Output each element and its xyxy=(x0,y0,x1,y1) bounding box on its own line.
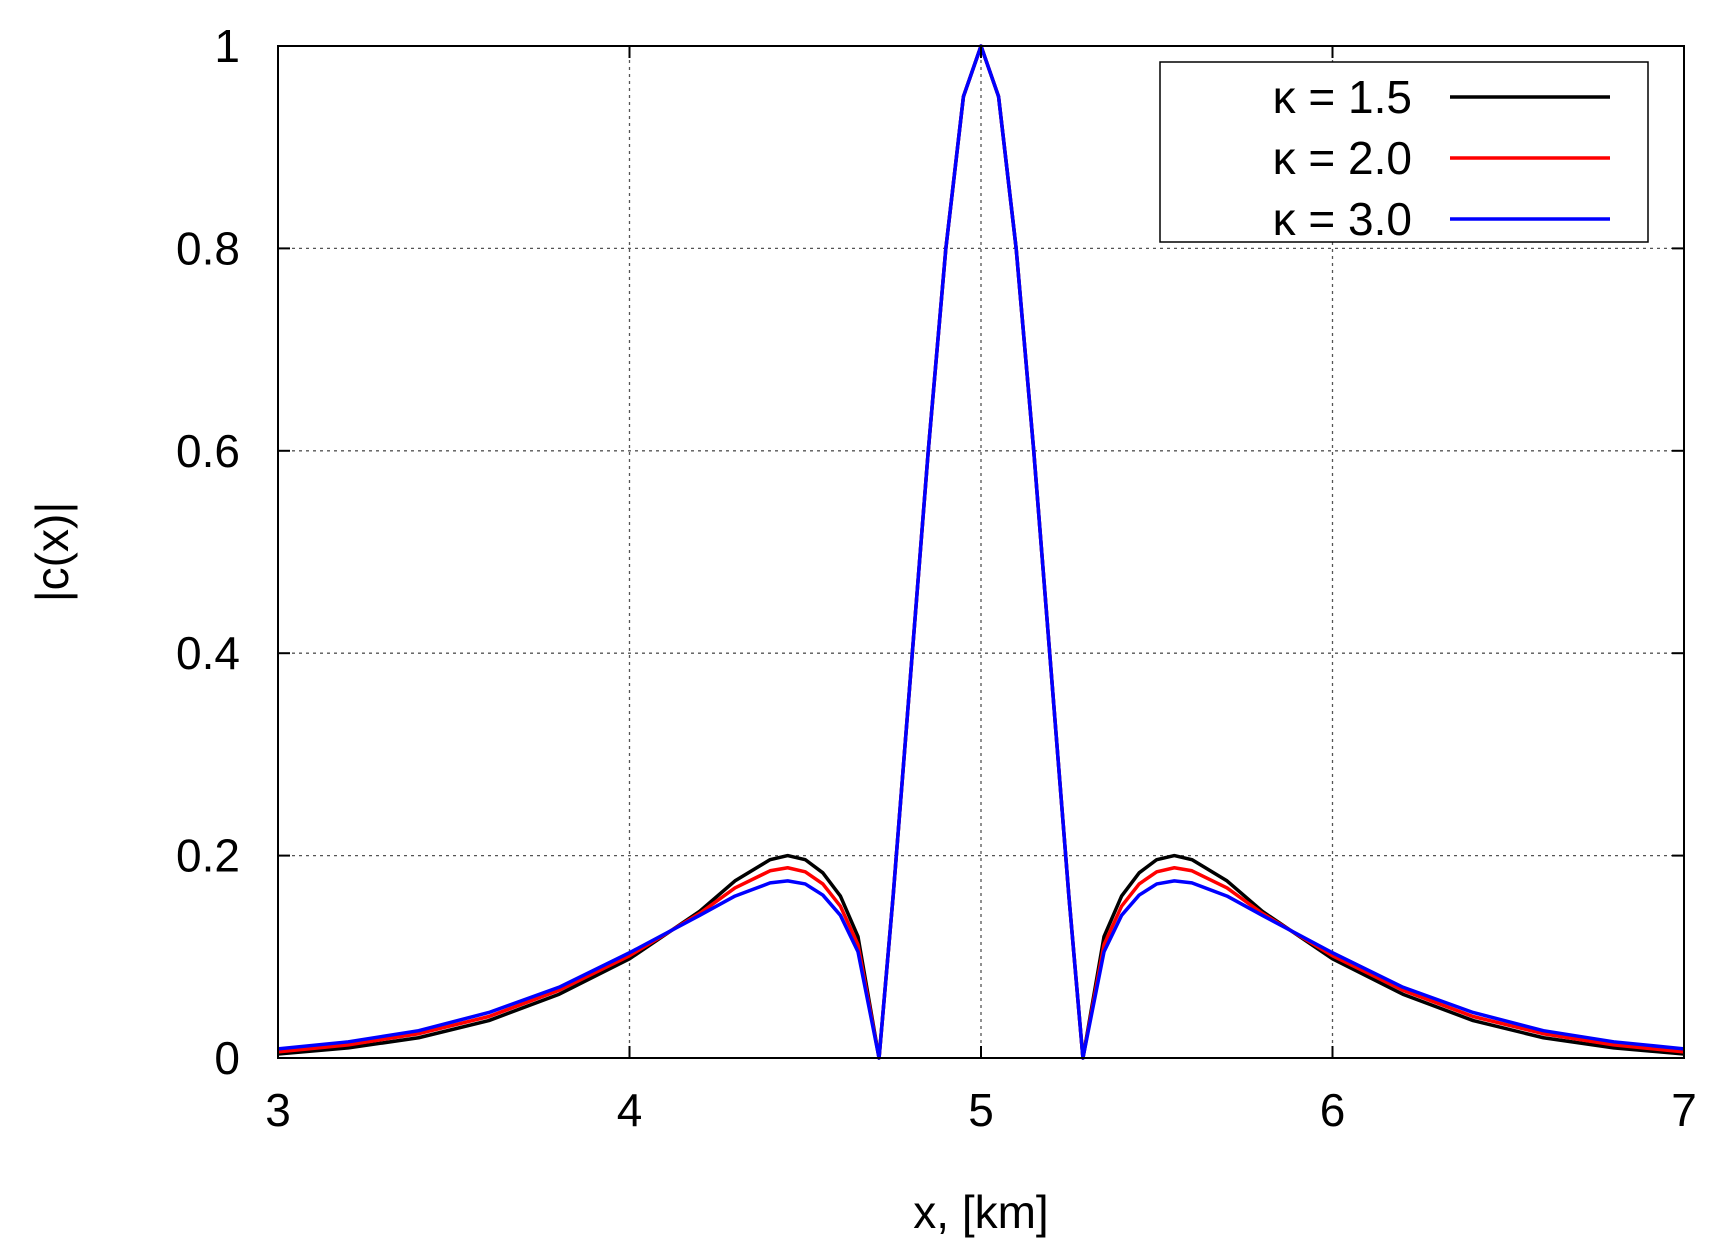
grid xyxy=(278,46,1684,1058)
x-tick-label: 4 xyxy=(617,1084,643,1136)
y-tick-label: 1 xyxy=(214,20,240,72)
y-tick-label: 0.8 xyxy=(176,222,240,274)
y-axis-label: |c(x)| xyxy=(26,502,78,603)
y-tick-label: 0 xyxy=(214,1032,240,1084)
x-tick-label: 5 xyxy=(968,1084,994,1136)
x-axis-label: x, [km] xyxy=(913,1186,1048,1238)
legend-label: κ = 1.5 xyxy=(1273,71,1412,123)
legend-box xyxy=(1159,61,1649,243)
axis-ticks: 3 4 5 6 7 0 0.2 0.4 0.6 0.8 1 xyxy=(176,20,1697,1136)
x-tick-label: 3 xyxy=(265,1084,291,1136)
legend: κ = 1.5 κ = 2.0 κ = 3.0 xyxy=(1159,61,1649,245)
x-tick-label: 6 xyxy=(1320,1084,1346,1136)
legend-label: κ = 3.0 xyxy=(1273,193,1412,245)
y-tick-label: 0.2 xyxy=(176,830,240,882)
y-tick-label: 0.4 xyxy=(176,627,240,679)
legend-label: κ = 2.0 xyxy=(1273,132,1412,184)
y-tick-label: 0.6 xyxy=(176,425,240,477)
x-tick-label: 7 xyxy=(1671,1084,1697,1136)
